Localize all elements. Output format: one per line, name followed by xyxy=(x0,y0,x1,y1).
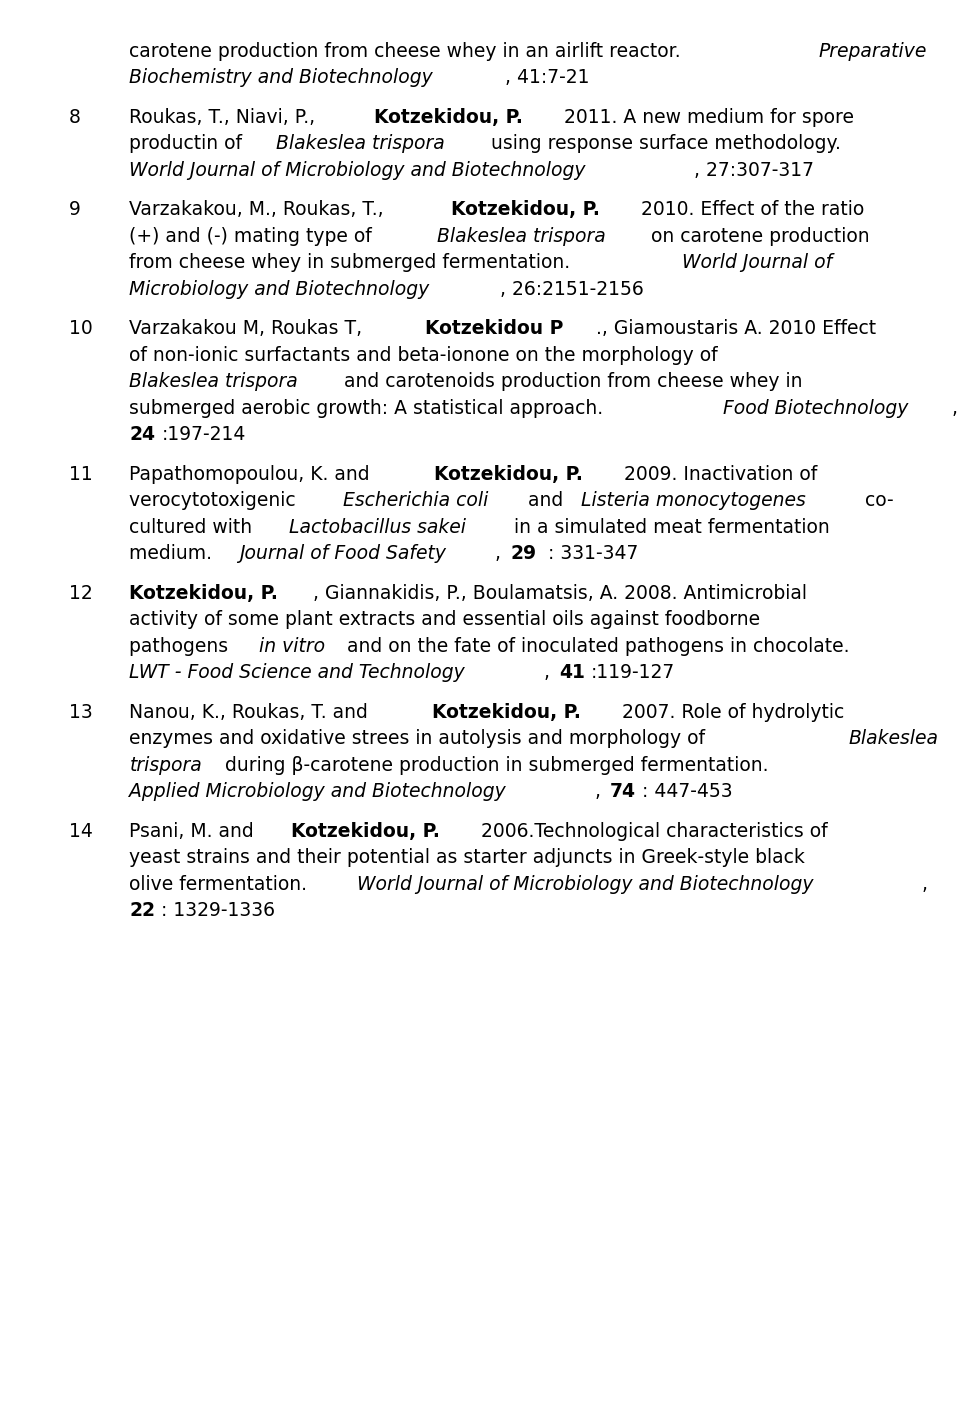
Text: Psani, M. and: Psani, M. and xyxy=(130,822,260,840)
Text: Food Biotechnology: Food Biotechnology xyxy=(723,398,908,418)
Text: Kotzekidou, P.: Kotzekidou, P. xyxy=(451,200,600,219)
Text: 2007. Role of hydrolytic: 2007. Role of hydrolytic xyxy=(616,702,844,722)
Text: 24: 24 xyxy=(130,425,156,445)
Text: 2009. Inactivation of: 2009. Inactivation of xyxy=(618,464,817,484)
Text: submerged aerobic growth: A statistical approach.: submerged aerobic growth: A statistical … xyxy=(130,398,610,418)
Text: Biochemistry and Biotechnology: Biochemistry and Biotechnology xyxy=(130,68,433,87)
Text: ,: , xyxy=(544,663,557,682)
Text: World Journal of: World Journal of xyxy=(682,253,832,272)
Text: Nanou, K., Roukas, T. and: Nanou, K., Roukas, T. and xyxy=(130,702,374,722)
Text: on carotene production: on carotene production xyxy=(645,227,870,245)
Text: 74: 74 xyxy=(610,782,636,801)
Text: 2006.Technological characteristics of: 2006.Technological characteristics of xyxy=(475,822,828,840)
Text: co-: co- xyxy=(858,491,893,509)
Text: from cheese whey in submerged fermentation.: from cheese whey in submerged fermentati… xyxy=(130,253,576,272)
Text: ., Giamoustaris A. 2010 Effect: ., Giamoustaris A. 2010 Effect xyxy=(596,319,876,338)
Text: Journal of Food Safety: Journal of Food Safety xyxy=(239,545,446,563)
Text: Blakeslea trispora: Blakeslea trispora xyxy=(437,227,606,245)
Text: trispora: trispora xyxy=(130,756,202,774)
Text: Kotzekidou, P.: Kotzekidou, P. xyxy=(291,822,440,840)
Text: 2010. Effect of the ratio: 2010. Effect of the ratio xyxy=(636,200,865,219)
Text: olive fermentation.: olive fermentation. xyxy=(130,875,313,893)
Text: of non-ionic surfactants and beta-ionone on the morphology of: of non-ionic surfactants and beta-ionone… xyxy=(130,346,718,364)
Text: Blakeslea: Blakeslea xyxy=(849,729,939,749)
Text: , 26:2151-2156: , 26:2151-2156 xyxy=(500,280,644,298)
Text: productin of: productin of xyxy=(130,134,249,153)
Text: Papathomopoulou, K. and: Papathomopoulou, K. and xyxy=(130,464,376,484)
Text: Escherichia coli: Escherichia coli xyxy=(343,491,488,509)
Text: World Journal of Microbiology and Biotechnology: World Journal of Microbiology and Biotec… xyxy=(130,160,586,180)
Text: Kotzekidou P: Kotzekidou P xyxy=(425,319,564,338)
Text: during β-carotene production in submerged fermentation.: during β-carotene production in submerge… xyxy=(219,756,769,774)
Text: ,: , xyxy=(595,782,607,801)
Text: ,: , xyxy=(921,875,927,893)
Text: 22: 22 xyxy=(130,900,156,920)
Text: using response surface methodology.: using response surface methodology. xyxy=(485,134,841,153)
Text: 14: 14 xyxy=(69,822,93,840)
Text: 9: 9 xyxy=(69,200,81,219)
Text: verocytotoxigenic: verocytotoxigenic xyxy=(130,491,302,509)
Text: ,: , xyxy=(952,398,958,418)
Text: Kotzekidou, P.: Kotzekidou, P. xyxy=(432,702,581,722)
Text: activity of some plant extracts and essential oils against foodborne: activity of some plant extracts and esse… xyxy=(130,611,760,629)
Text: Listeria monocytogenes: Listeria monocytogenes xyxy=(581,491,805,509)
Text: : 447-453: : 447-453 xyxy=(642,782,732,801)
Text: in a simulated meat fermentation: in a simulated meat fermentation xyxy=(508,518,829,536)
Text: Roukas, T., Niavi, P.,: Roukas, T., Niavi, P., xyxy=(130,107,327,127)
Text: carotene production from cheese whey in an airlift reactor.: carotene production from cheese whey in … xyxy=(130,41,687,61)
Text: , 27:307-317: , 27:307-317 xyxy=(693,160,813,180)
Text: cultured with: cultured with xyxy=(130,518,258,536)
Text: Kotzekidou, P.: Kotzekidou, P. xyxy=(374,107,523,127)
Text: pathogens: pathogens xyxy=(130,636,234,656)
Text: Kotzekidou, P.: Kotzekidou, P. xyxy=(434,464,583,484)
Text: medium.: medium. xyxy=(130,545,218,563)
Text: and carotenoids production from cheese whey in: and carotenoids production from cheese w… xyxy=(338,371,803,391)
Text: 11: 11 xyxy=(69,464,93,484)
Text: Blakeslea trispora: Blakeslea trispora xyxy=(130,371,298,391)
Text: Varzakakou M, Roukas T,: Varzakakou M, Roukas T, xyxy=(130,319,369,338)
Text: (+) and (-) mating type of: (+) and (-) mating type of xyxy=(130,227,378,245)
Text: Kotzekidou, P.: Kotzekidou, P. xyxy=(130,584,278,602)
Text: 13: 13 xyxy=(69,702,93,722)
Text: Lactobacillus sakei: Lactobacillus sakei xyxy=(289,518,466,536)
Text: 29: 29 xyxy=(510,545,536,563)
Text: : 1329-1336: : 1329-1336 xyxy=(161,900,276,920)
Text: 12: 12 xyxy=(69,584,93,602)
Text: Blakeslea trispora: Blakeslea trispora xyxy=(276,134,445,153)
Text: Applied Microbiology and Biotechnology: Applied Microbiology and Biotechnology xyxy=(130,782,506,801)
Text: in vitro: in vitro xyxy=(259,636,325,656)
Text: Microbiology and Biotechnology: Microbiology and Biotechnology xyxy=(130,280,429,298)
Text: 8: 8 xyxy=(69,107,81,127)
Text: yeast strains and their potential as starter adjuncts in Greek-style black: yeast strains and their potential as sta… xyxy=(130,848,805,867)
Text: World Journal of Microbiology and Biotechnology: World Journal of Microbiology and Biotec… xyxy=(357,875,813,893)
Text: 10: 10 xyxy=(69,319,93,338)
Text: Preparative: Preparative xyxy=(819,41,927,61)
Text: , Giannakidis, P., Boulamatsis, A. 2008. Antimicrobial: , Giannakidis, P., Boulamatsis, A. 2008.… xyxy=(313,584,807,602)
Text: Varzakakou, M., Roukas, T.,: Varzakakou, M., Roukas, T., xyxy=(130,200,390,219)
Text: : 331-347: : 331-347 xyxy=(542,545,638,563)
Text: and on the fate of inoculated pathogens in chocolate.: and on the fate of inoculated pathogens … xyxy=(341,636,850,656)
Text: 2011. A new medium for spore: 2011. A new medium for spore xyxy=(558,107,854,127)
Text: , 41:7-21: , 41:7-21 xyxy=(505,68,589,87)
Text: ,: , xyxy=(495,545,507,563)
Text: :197-214: :197-214 xyxy=(161,425,246,445)
Text: enzymes and oxidative strees in autolysis and morphology of: enzymes and oxidative strees in autolysi… xyxy=(130,729,711,749)
Text: LWT - Food Science and Technology: LWT - Food Science and Technology xyxy=(130,663,465,682)
Text: :119-127: :119-127 xyxy=(591,663,676,682)
Text: and: and xyxy=(522,491,569,509)
Text: 41: 41 xyxy=(559,663,585,682)
